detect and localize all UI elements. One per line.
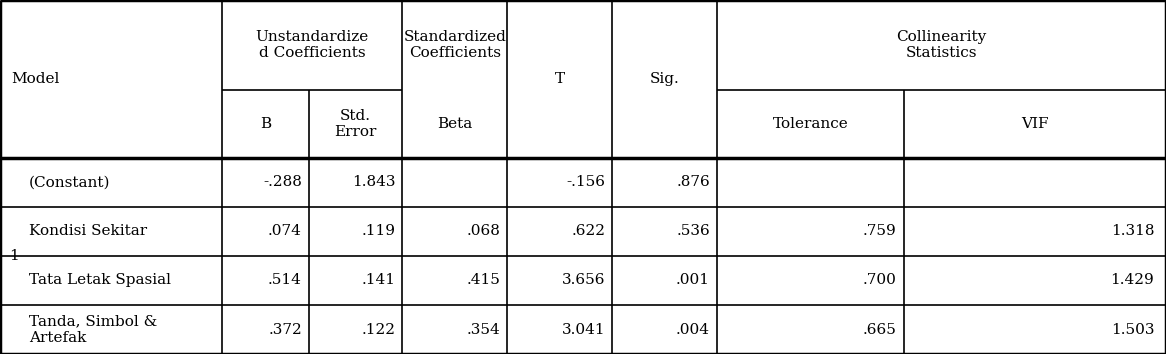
Text: -.156: -.156 xyxy=(567,175,605,189)
Text: .001: .001 xyxy=(676,273,710,287)
Text: VIF: VIF xyxy=(1021,117,1048,131)
Text: .068: .068 xyxy=(466,224,500,238)
Text: Tolerance: Tolerance xyxy=(773,117,848,131)
Text: 1.318: 1.318 xyxy=(1111,224,1154,238)
Text: Kondisi Sekitar: Kondisi Sekitar xyxy=(29,224,147,238)
Text: Tata Letak Spasial: Tata Letak Spasial xyxy=(29,273,171,287)
Text: 3.656: 3.656 xyxy=(562,273,605,287)
Text: (Constant): (Constant) xyxy=(29,175,111,189)
Text: 1.503: 1.503 xyxy=(1111,322,1154,337)
Text: Sig.: Sig. xyxy=(649,72,680,86)
Text: .536: .536 xyxy=(676,224,710,238)
Text: Beta: Beta xyxy=(437,117,472,131)
Text: Standardized
Coefficients: Standardized Coefficients xyxy=(403,30,506,60)
Text: .372: .372 xyxy=(268,322,302,337)
Text: .004: .004 xyxy=(676,322,710,337)
Text: Std.
Error: Std. Error xyxy=(335,109,377,139)
Text: .759: .759 xyxy=(863,224,897,238)
Text: 1.843: 1.843 xyxy=(352,175,395,189)
Text: .074: .074 xyxy=(268,224,302,238)
Text: 1.429: 1.429 xyxy=(1110,273,1154,287)
Text: .415: .415 xyxy=(466,273,500,287)
Text: -.288: -.288 xyxy=(264,175,302,189)
Text: T: T xyxy=(555,72,564,86)
Text: .122: .122 xyxy=(361,322,395,337)
Text: 3.041: 3.041 xyxy=(562,322,605,337)
Text: Model: Model xyxy=(12,72,59,86)
Text: 1: 1 xyxy=(9,249,19,263)
Text: Unstandardize
d Coefficients: Unstandardize d Coefficients xyxy=(255,30,368,60)
Text: .141: .141 xyxy=(361,273,395,287)
Text: .514: .514 xyxy=(268,273,302,287)
Text: .622: .622 xyxy=(571,224,605,238)
Text: .119: .119 xyxy=(361,224,395,238)
Text: B: B xyxy=(260,117,271,131)
Text: .700: .700 xyxy=(863,273,897,287)
Text: .354: .354 xyxy=(466,322,500,337)
Text: .876: .876 xyxy=(676,175,710,189)
Text: .665: .665 xyxy=(863,322,897,337)
Text: Tanda, Simbol &
Artefak: Tanda, Simbol & Artefak xyxy=(29,314,157,345)
Text: Collinearity
Statistics: Collinearity Statistics xyxy=(897,30,986,60)
